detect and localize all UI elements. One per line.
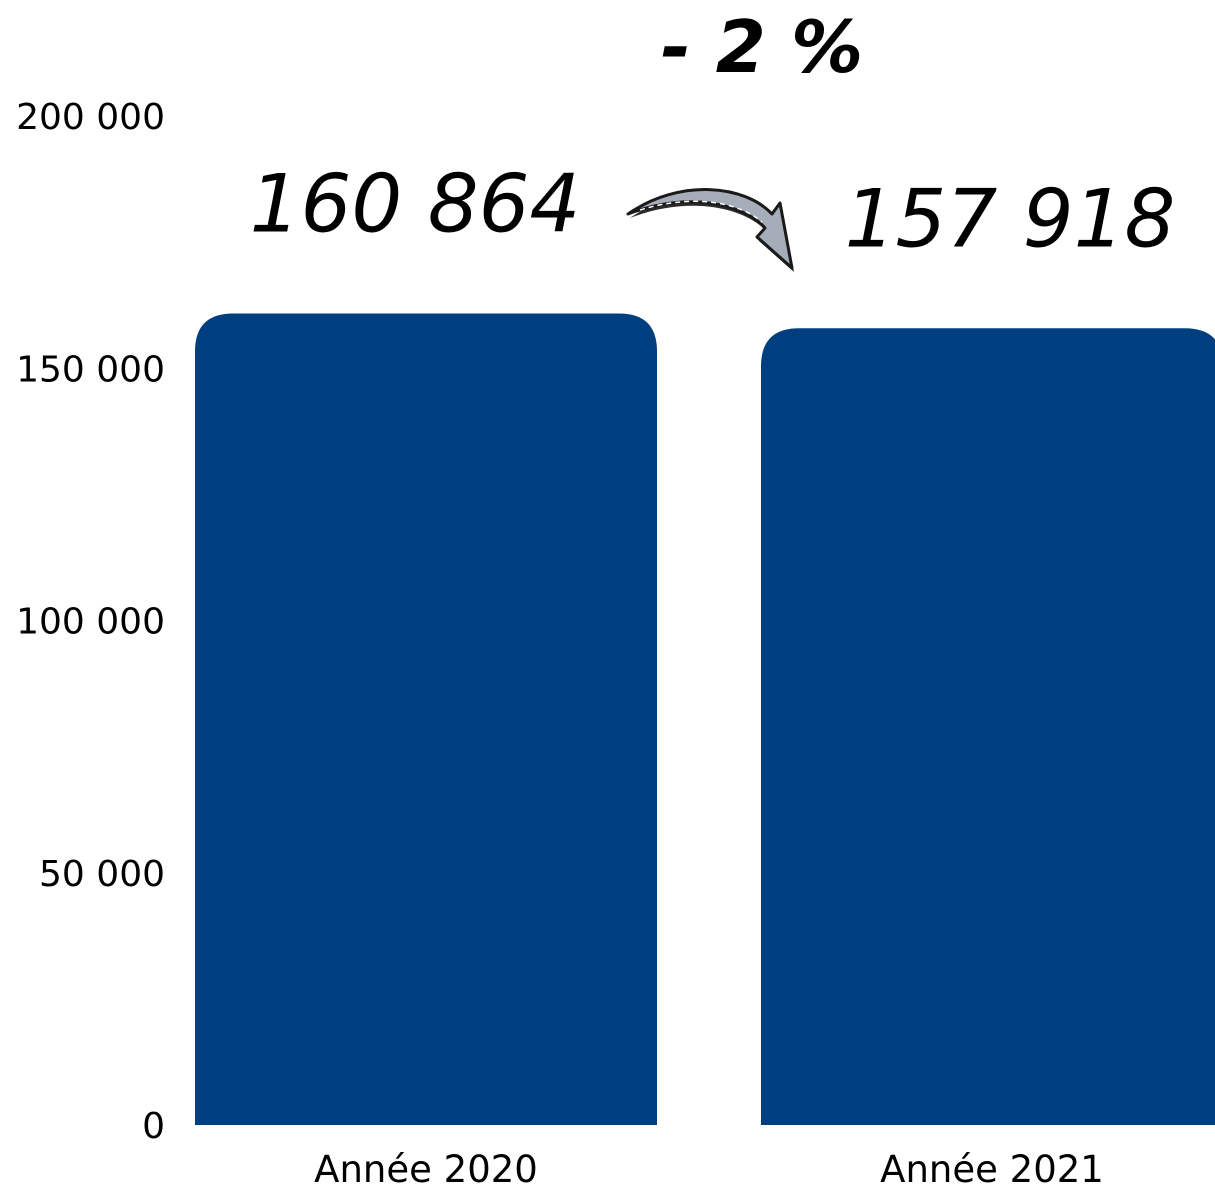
y-tick-label: 50 000 — [39, 854, 165, 895]
y-tick-label: 200 000 — [16, 97, 165, 138]
y-tick-label: 150 000 — [16, 349, 165, 390]
y-tick-label: 0 — [142, 1106, 165, 1147]
bars — [195, 313, 1215, 1125]
data-labels: 160 864 157 918 — [250, 157, 1176, 265]
bar — [195, 313, 657, 1125]
bar-value-label: 157 918 — [845, 172, 1176, 265]
y-tick-label: 100 000 — [16, 602, 165, 643]
x-axis-labels: Année 2020 Année 2021 — [314, 1148, 1104, 1188]
bar-value-label: 160 864 — [250, 157, 581, 250]
change-arrow-icon — [626, 188, 794, 272]
x-category-label: Année 2020 — [314, 1148, 538, 1188]
x-category-label: Année 2021 — [880, 1148, 1104, 1188]
y-axis-ticks: 0 50 000 100 000 150 000 200 000 — [16, 97, 165, 1147]
change-percentage: - 2 % — [661, 5, 863, 89]
bar — [761, 328, 1215, 1125]
